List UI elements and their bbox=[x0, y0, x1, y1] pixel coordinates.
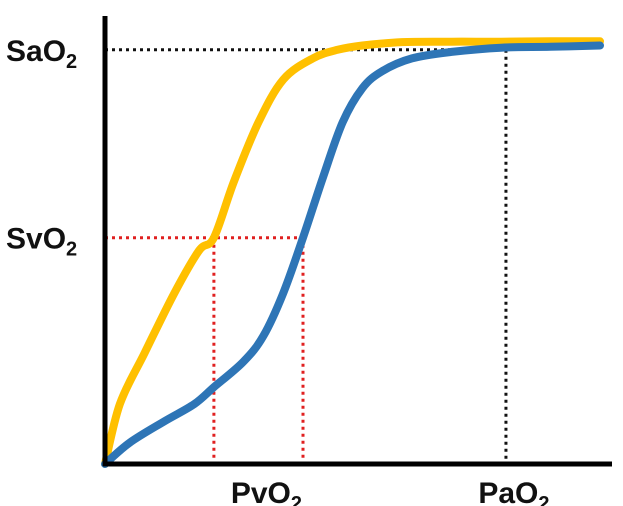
x-tick-label-0-subscript: 2 bbox=[291, 493, 302, 506]
y-tick-label-1-text: SvO bbox=[6, 223, 66, 256]
series-line-1 bbox=[101, 41, 604, 468]
y-tick-label-0-subscript: 2 bbox=[66, 51, 77, 73]
x-tick-label-1-text: PaO bbox=[478, 477, 538, 506]
reference-lines bbox=[105, 48, 508, 464]
y-tick-label-0: SaO2 bbox=[6, 35, 77, 73]
y-tick-label-0-text: SaO bbox=[6, 35, 66, 68]
axes bbox=[102, 16, 612, 467]
x-tick-label-0-text: PvO bbox=[231, 477, 291, 506]
x-tick-label-1: PaO2 bbox=[478, 477, 549, 506]
curves bbox=[101, 37, 604, 468]
x-tick-label-1-subscript: 2 bbox=[538, 493, 549, 506]
y-tick-label-1-subscript: 2 bbox=[66, 239, 77, 261]
y-tick-label-1: SvO2 bbox=[6, 223, 77, 261]
series-line-0 bbox=[101, 37, 604, 468]
x-tick-label-0: PvO2 bbox=[231, 477, 302, 506]
